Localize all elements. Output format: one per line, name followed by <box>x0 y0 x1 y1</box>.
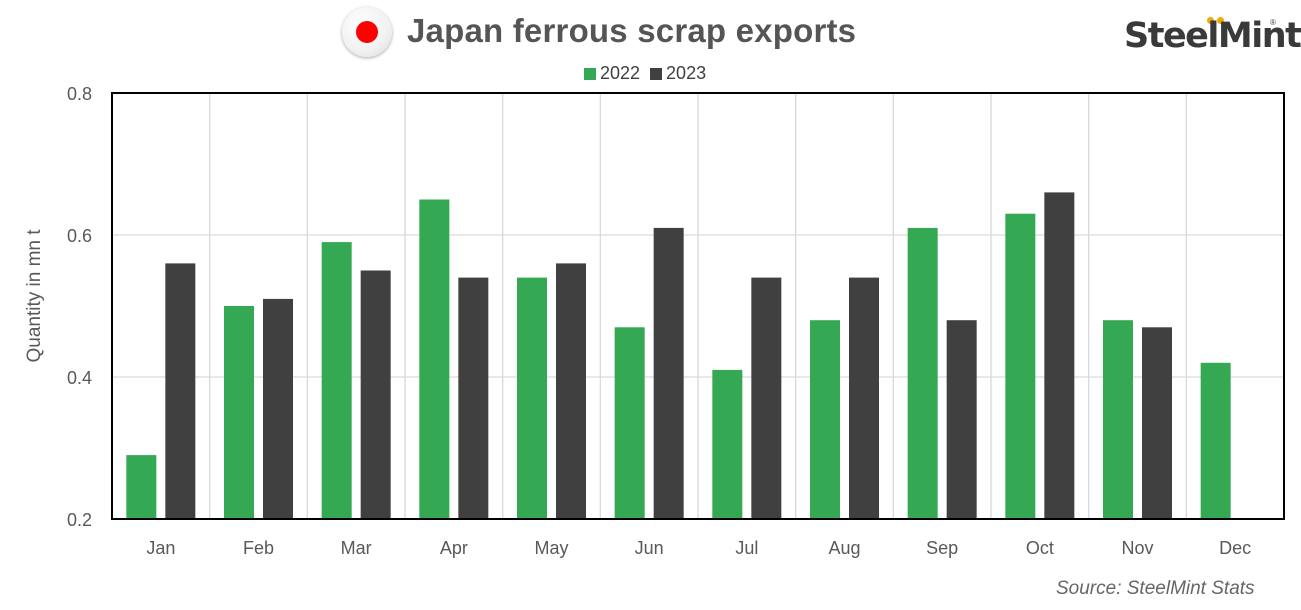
bar-2023-jun <box>653 227 684 519</box>
x-tick-label: Dec <box>1219 538 1251 558</box>
bar-2022-oct <box>1005 213 1036 519</box>
source-note: Source: SteelMint Stats <box>1056 578 1255 599</box>
bar-2023-aug <box>849 277 879 519</box>
plot-area-border <box>111 92 1285 520</box>
legend-item-2022: 2022 <box>584 63 640 84</box>
bar-2022-jun <box>614 327 645 519</box>
bar-2022-jan <box>126 455 157 519</box>
legend-swatch-2022 <box>584 67 596 80</box>
bar-2022-dec <box>1200 362 1231 519</box>
x-tick-label: Sep <box>926 538 958 558</box>
bar-2022-aug <box>810 320 840 519</box>
bar-2022-feb <box>224 306 254 519</box>
x-tick-label: Oct <box>1026 538 1054 558</box>
bar-2022-may <box>517 277 547 519</box>
brand-logo-dots <box>1207 11 1231 24</box>
bar-2023-oct <box>1044 192 1075 519</box>
x-tick-label: Apr <box>440 538 468 558</box>
y-tick-label: 0.2 <box>67 510 92 530</box>
bar-2023-may <box>556 263 586 519</box>
bar-2022-apr <box>419 199 450 519</box>
x-tick-label: Aug <box>828 538 860 558</box>
x-tick-label: May <box>534 538 568 558</box>
x-tick-label: Feb <box>243 538 274 558</box>
bar-2023-jul <box>751 277 782 519</box>
chart-title: Japan ferrous scrap exports <box>407 12 857 49</box>
chart-header: Japan ferrous scrap exports SteelMint ® <box>0 4 1301 57</box>
chart-legend: 2022 2023 <box>584 63 716 84</box>
bar-2023-nov <box>1142 327 1172 519</box>
bar-2023-apr <box>458 277 489 519</box>
bar-2022-mar <box>321 242 352 519</box>
x-tick-label: Jan <box>146 538 175 558</box>
bar-2023-mar <box>360 270 391 519</box>
y-tick-label: 0.6 <box>67 226 92 246</box>
bar-2022-sep <box>907 227 938 519</box>
x-tick-label: Jul <box>735 538 758 558</box>
y-tick-label: 0.8 <box>67 84 92 104</box>
x-tick-label: Jun <box>635 538 664 558</box>
y-tick-label: 0.4 <box>67 368 92 388</box>
japan-flag-icon <box>342 7 392 57</box>
legend-item-2023: 2023 <box>650 63 706 84</box>
x-tick-label: Nov <box>1121 538 1153 558</box>
y-axis-title: Quantity in mn t <box>24 229 45 363</box>
bar-2022-jul <box>712 369 743 519</box>
brand-logo: SteelMint <box>1124 16 1301 56</box>
brand-reg-mark: ® <box>1270 18 1276 27</box>
bar-2023-feb <box>263 298 293 519</box>
x-tick-label: Mar <box>341 538 372 558</box>
legend-swatch-2023 <box>650 67 663 80</box>
legend-label-2023: 2023 <box>666 63 707 83</box>
bar-2023-jan <box>165 263 196 519</box>
bar-2022-nov <box>1103 320 1133 519</box>
bar-2023-sep <box>946 320 977 519</box>
legend-label-2022: 2022 <box>600 63 641 83</box>
